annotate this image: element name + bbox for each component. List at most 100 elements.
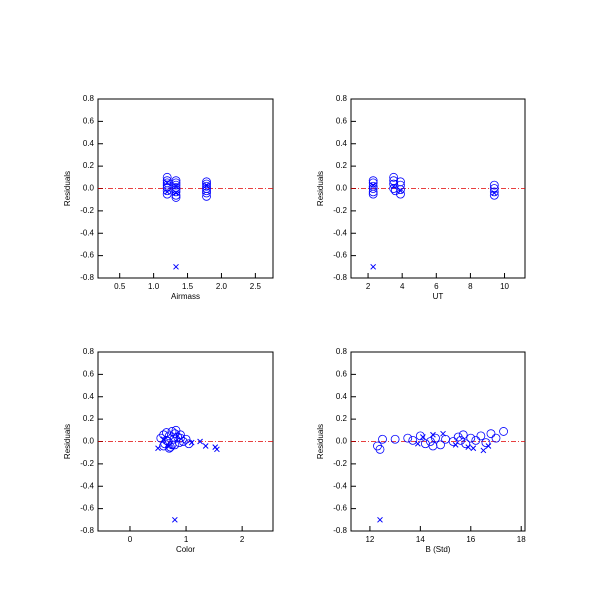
y-tick-label: 0.4 bbox=[83, 139, 95, 148]
x-marker bbox=[155, 445, 161, 452]
y-tick-label: 0.4 bbox=[336, 392, 348, 401]
x-marker bbox=[491, 190, 498, 196]
circle-marker bbox=[426, 437, 435, 446]
panel: -0.8 -0.6 -0.4 -0.2 0.0 0.2 0.4 0.6 0.8 2 4 6 8 10 UT R… bbox=[316, 94, 526, 301]
x-marker bbox=[420, 434, 426, 440]
circle-marker bbox=[390, 186, 400, 196]
y-tick-label: -0.6 bbox=[333, 251, 347, 260]
x-marker bbox=[173, 263, 179, 270]
y-tick-label: 0.6 bbox=[83, 369, 95, 378]
y-tick-label: -0.4 bbox=[80, 228, 94, 237]
circle-marker bbox=[164, 431, 174, 441]
circle-marker bbox=[368, 189, 378, 199]
y-tick-label: 0.2 bbox=[336, 414, 348, 423]
y-tick-label: -0.2 bbox=[333, 206, 347, 215]
circle-marker bbox=[162, 186, 172, 196]
circle-marker bbox=[499, 427, 508, 436]
x-marker bbox=[377, 516, 383, 523]
circle-marker bbox=[162, 176, 172, 186]
x-marker bbox=[203, 182, 210, 188]
circle-marker bbox=[368, 178, 378, 188]
y-tick-label: 0.2 bbox=[83, 414, 95, 423]
y-tick-label: 0.6 bbox=[336, 116, 348, 125]
circle-marker bbox=[181, 434, 191, 444]
x-marker bbox=[397, 187, 404, 194]
x-marker bbox=[164, 189, 171, 195]
circle-marker bbox=[165, 442, 175, 452]
x-marker bbox=[430, 431, 436, 438]
circle-marker bbox=[164, 443, 174, 453]
y-tick-label: -0.8 bbox=[80, 273, 94, 282]
x-tick-label: 1.5 bbox=[182, 282, 194, 291]
y-axis-label: Residuals bbox=[316, 171, 325, 206]
x-marker bbox=[485, 443, 492, 449]
y-tick-label: 0.4 bbox=[83, 392, 95, 401]
circle-marker bbox=[171, 190, 181, 200]
x-marker bbox=[452, 442, 459, 448]
circle-marker bbox=[408, 435, 418, 445]
y-tick-label: 0.8 bbox=[83, 94, 95, 103]
circle-marker bbox=[471, 435, 481, 445]
y-tick-label: 0.6 bbox=[336, 369, 348, 378]
y-tick-label: -0.6 bbox=[333, 504, 347, 513]
y-tick-label: 0.0 bbox=[336, 437, 348, 446]
circle-marker bbox=[162, 180, 172, 190]
circle-marker bbox=[176, 433, 185, 443]
circle-marker bbox=[396, 180, 405, 190]
y-axis-label: Residuals bbox=[316, 424, 325, 459]
x-tick-label: 8 bbox=[468, 282, 473, 291]
x-marker bbox=[160, 436, 167, 443]
x-marker bbox=[164, 180, 171, 186]
y-tick-label: -0.2 bbox=[80, 459, 94, 468]
circle-marker bbox=[178, 437, 188, 446]
y-tick-label: -0.2 bbox=[333, 459, 347, 468]
circle-marker bbox=[368, 187, 378, 197]
x-marker bbox=[197, 438, 203, 445]
y-tick-label: -0.8 bbox=[80, 526, 94, 535]
circle-marker bbox=[202, 191, 211, 201]
x-marker bbox=[370, 263, 377, 270]
circle-marker bbox=[202, 188, 211, 198]
x-tick-label: 1.0 bbox=[148, 282, 160, 291]
x-tick-label: 0.5 bbox=[114, 282, 126, 291]
circle-marker bbox=[184, 439, 194, 449]
y-tick-label: -0.8 bbox=[333, 273, 347, 282]
x-marker bbox=[440, 430, 446, 437]
panel: -0.8 -0.6 -0.4 -0.2 0.0 0.2 0.4 0.6 0.8 12 14 16 18 B… bbox=[316, 347, 526, 554]
circle-marker bbox=[428, 441, 438, 451]
circle-marker bbox=[170, 429, 180, 439]
y-tick-label: 0.6 bbox=[83, 116, 95, 125]
circle-marker bbox=[396, 185, 405, 195]
x-tick-label: 14 bbox=[416, 535, 425, 544]
y-tick-label: 0.8 bbox=[83, 347, 95, 356]
circle-marker bbox=[466, 433, 476, 443]
y-tick-label: -0.2 bbox=[80, 206, 94, 215]
circle-marker bbox=[489, 190, 499, 200]
y-tick-label: -0.6 bbox=[80, 251, 94, 260]
circle-marker bbox=[171, 176, 181, 186]
x-tick-label: 10 bbox=[500, 282, 509, 291]
y-tick-label: -0.4 bbox=[333, 481, 347, 490]
x-tick-label: 2 bbox=[366, 282, 371, 291]
circle-marker bbox=[420, 439, 430, 449]
x-marker bbox=[166, 443, 173, 449]
y-tick-label: -0.4 bbox=[333, 228, 347, 237]
y-axis-label: Residuals bbox=[63, 424, 72, 459]
y-tick-label: -0.6 bbox=[80, 504, 94, 513]
x-axis-label: Color bbox=[176, 545, 195, 554]
x-axis-label: B (Std) bbox=[426, 545, 451, 554]
panel: -0.8 -0.6 -0.4 -0.2 0.0 0.2 0.4 0.6 0.8 0 1 2 Color R… bbox=[63, 347, 274, 554]
circle-marker bbox=[390, 434, 400, 444]
x-tick-label: 1 bbox=[184, 535, 189, 544]
y-tick-label: -0.8 bbox=[333, 526, 347, 535]
x-axis-label: UT bbox=[433, 292, 444, 301]
x-marker bbox=[370, 182, 377, 188]
circle-marker bbox=[489, 180, 499, 190]
x-tick-label: 2 bbox=[240, 535, 245, 544]
x-marker bbox=[171, 516, 178, 523]
y-tick-label: 0.8 bbox=[336, 347, 348, 356]
x-tick-label: 6 bbox=[434, 282, 439, 291]
circle-marker bbox=[489, 187, 499, 197]
circle-marker bbox=[431, 433, 440, 443]
